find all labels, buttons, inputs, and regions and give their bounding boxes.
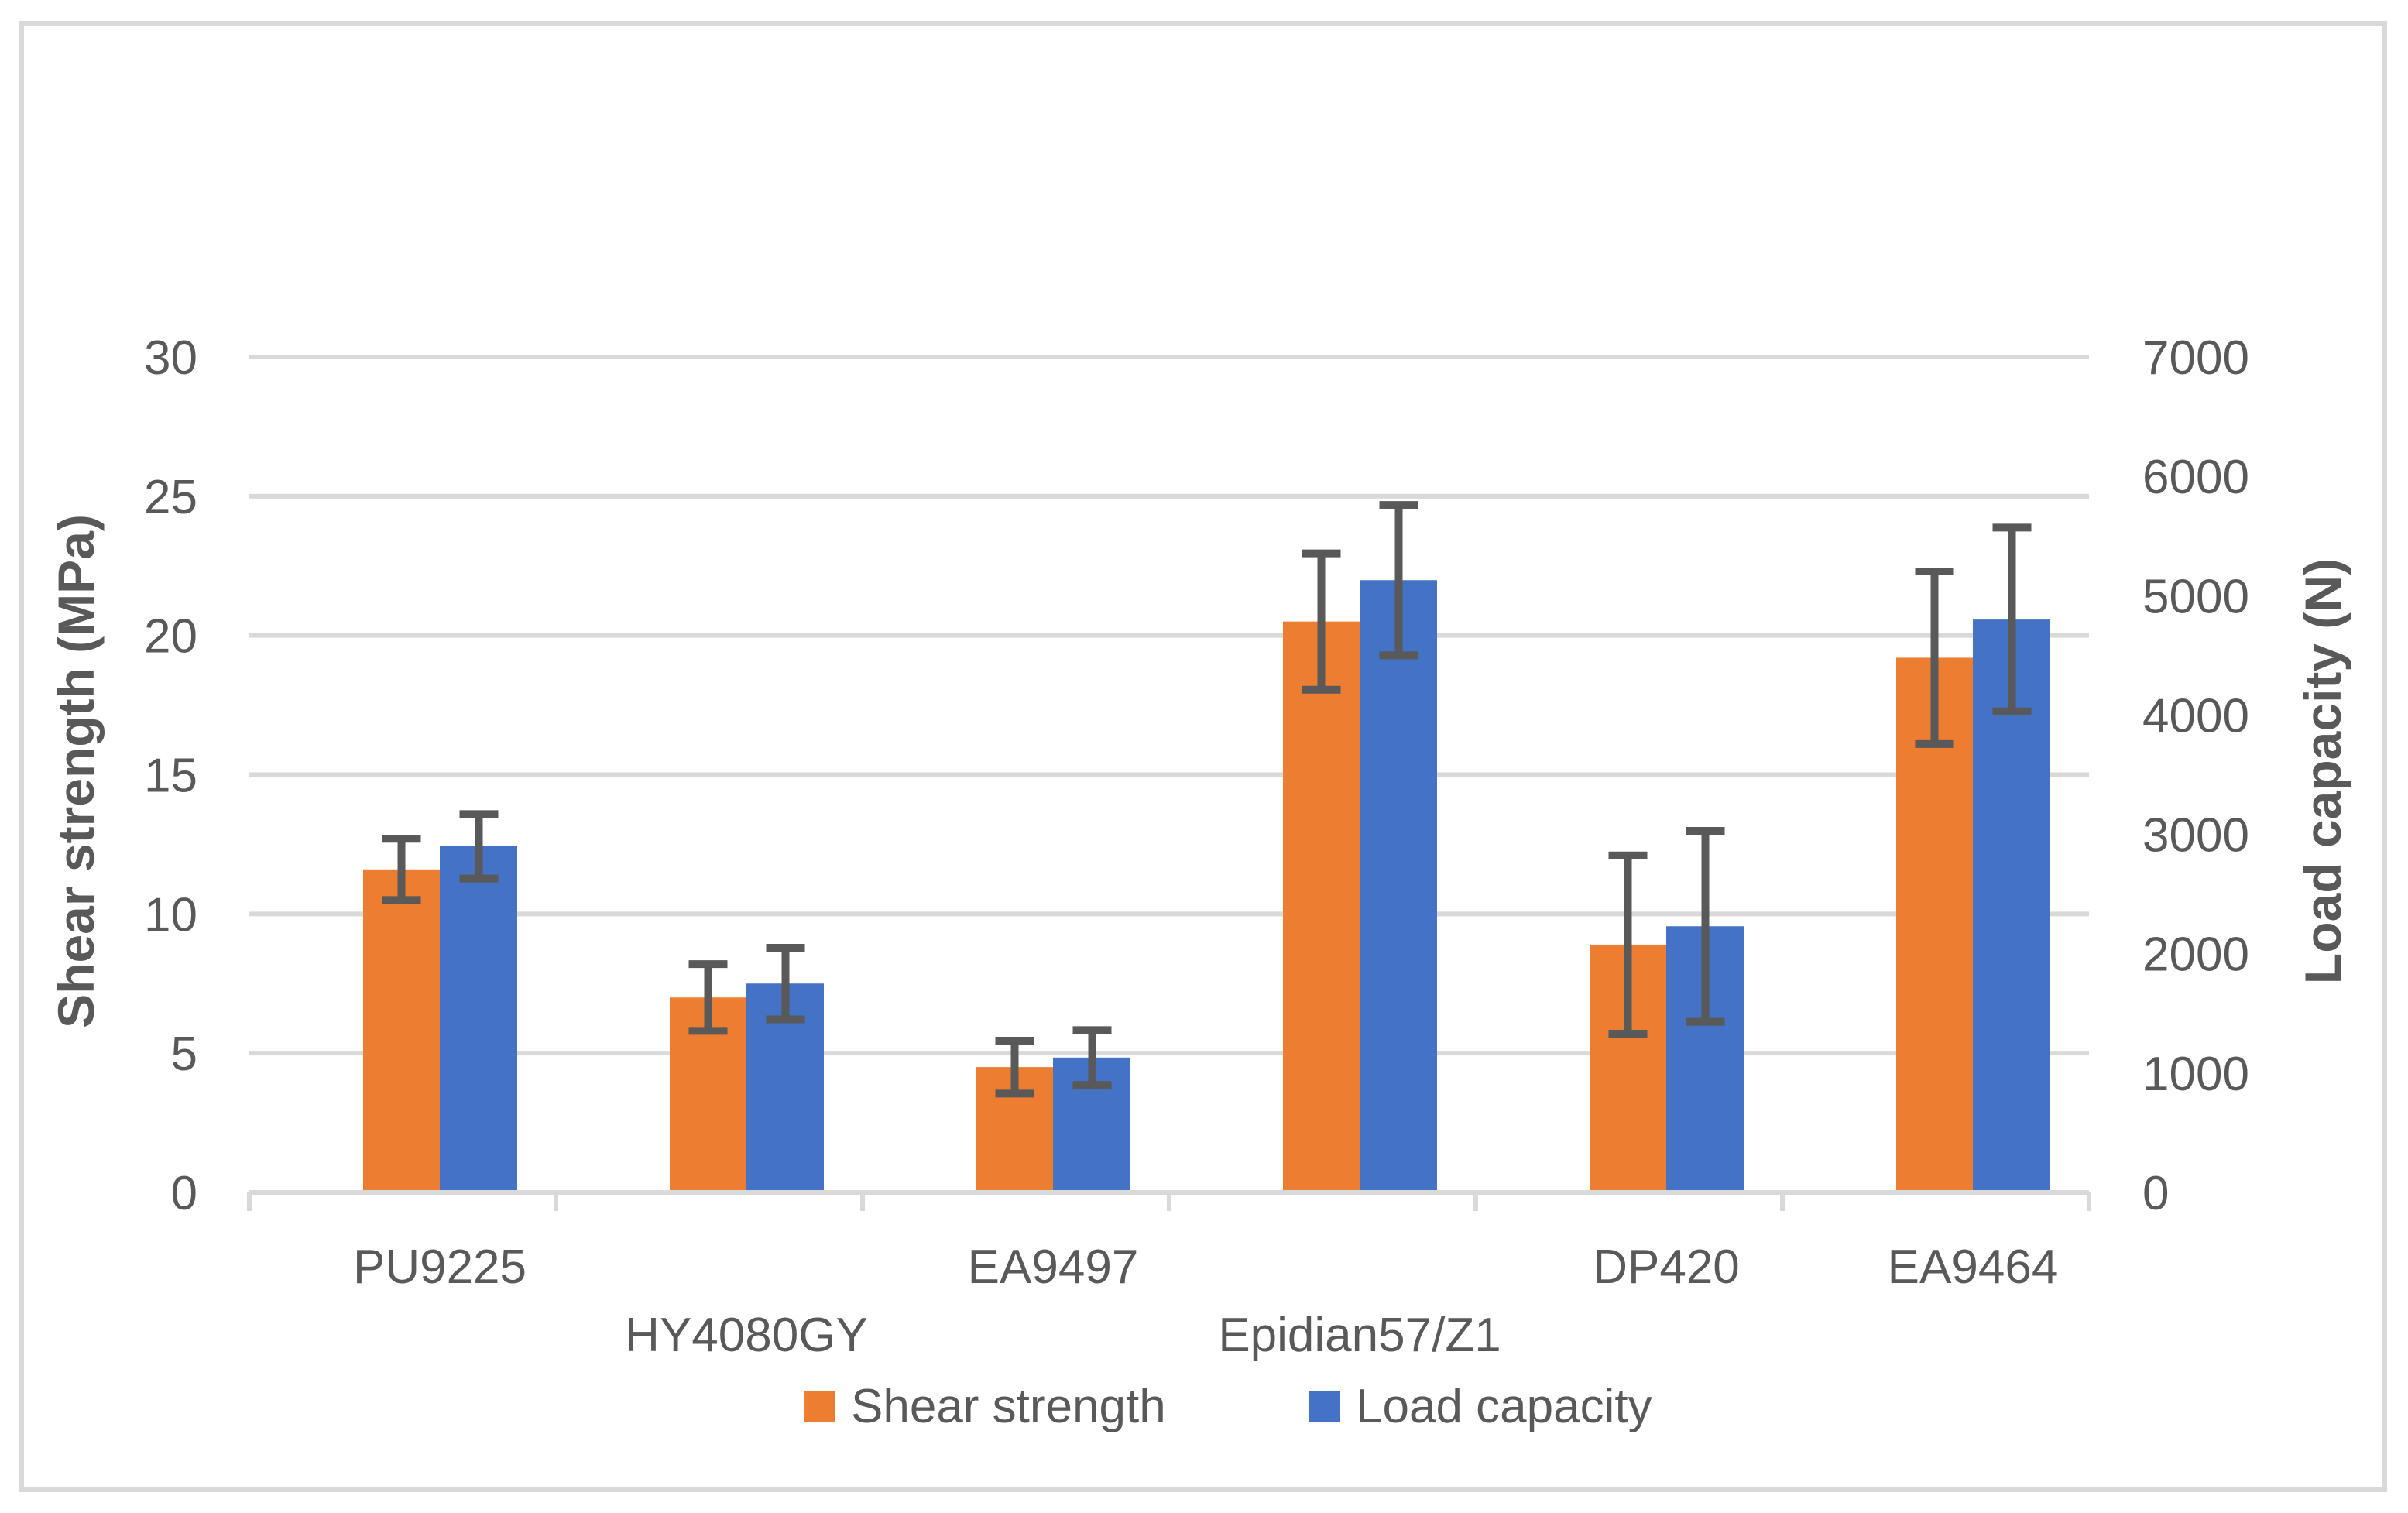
bar-shear-strength-PU9225 (363, 869, 440, 1192)
right-axis-tick-label: 3000 (2142, 809, 2249, 863)
bar-load-capacity-PU9225 (440, 846, 517, 1192)
left-axis-tick-label: 30 (144, 331, 197, 385)
right-axis-title: Load capacity (N) (2294, 558, 2351, 985)
legend-swatch-shear-strength (804, 1391, 835, 1422)
left-axis-tick-label: 0 (171, 1167, 197, 1220)
legend-label-shear-strength: Shear strength (851, 1380, 1166, 1433)
category-label-Epidian57/Z1: Epidian57/Z1 (1218, 1309, 1501, 1362)
category-label-EA9464: EA9464 (1888, 1240, 2059, 1294)
left-axis-tick-label: 10 (144, 888, 197, 942)
right-axis-tick-label: 1000 (2142, 1048, 2249, 1101)
left-axis-tick-label: 5 (171, 1028, 197, 1081)
left-axis-tick-label: 20 (144, 610, 197, 664)
left-axis-tick-label: 15 (144, 750, 197, 803)
right-axis-tick-label: 4000 (2142, 689, 2249, 743)
chart-border (19, 21, 2387, 1492)
right-axis-tick-label: 2000 (2142, 928, 2249, 982)
category-label-HY4080GY: HY4080GY (625, 1309, 868, 1362)
right-axis-tick-label: 7000 (2142, 331, 2249, 385)
left-axis-title: Shear strength (MPa) (47, 514, 105, 1028)
legend-item-shear-strength: Shear strength (804, 1380, 1166, 1433)
legend-label-load-capacity: Load capacity (1356, 1380, 1652, 1433)
bar-shear-strength-Epidian57/Z1 (1283, 621, 1360, 1192)
right-axis-tick-label: 5000 (2142, 570, 2249, 623)
bar-load-capacity-Epidian57/Z1 (1360, 580, 1437, 1192)
legend-swatch-load-capacity (1309, 1391, 1340, 1422)
left-axis-tick-label: 25 (144, 471, 197, 524)
category-label-DP420: DP420 (1593, 1240, 1740, 1294)
category-label-EA9497: EA9497 (968, 1240, 1139, 1294)
legend-item-load-capacity: Load capacity (1309, 1380, 1652, 1433)
right-axis-tick-label: 0 (2142, 1167, 2169, 1220)
right-axis-tick-label: 6000 (2142, 451, 2249, 504)
category-label-PU9225: PU9225 (353, 1240, 527, 1294)
